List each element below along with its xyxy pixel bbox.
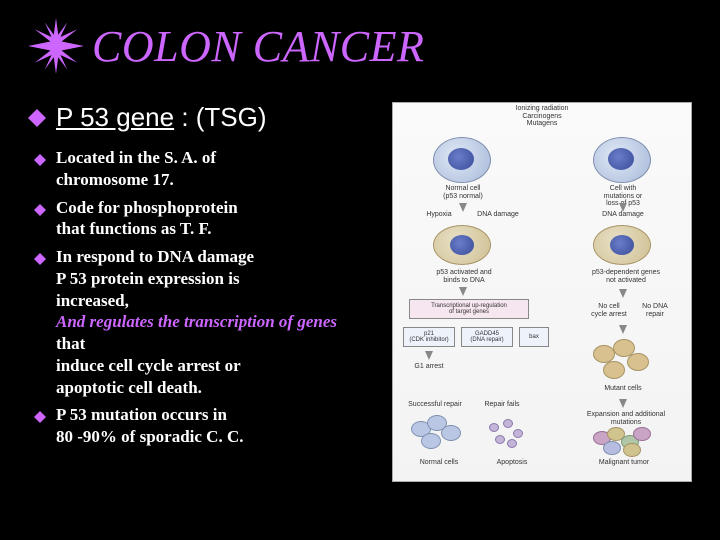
small-diamond-bullet-icon [34,252,46,264]
content-row: P 53 gene : (TSG) Located in the S. A. o… [28,102,692,482]
fig-lbl: Repair fails [475,401,529,409]
figure-top-caption: Ionizing radiationCarcinogensMutagens [393,105,691,128]
arrow-down-icon [425,351,433,360]
fig-box: bax [519,327,549,347]
fig-lbl: No cellcycle arrest [589,303,629,318]
bullet-list: Located in the S. A. ofchromosome 17. Cod… [34,147,374,448]
starburst-icon [28,18,84,74]
fig-lbl: Successful repair [403,401,467,409]
bullet-item: Code for phosphoproteinthat functions as… [34,197,374,241]
fig-lbl: DNA damage [473,211,523,219]
nucleus-icon [448,148,474,170]
subtitle: P 53 gene : (TSG) [56,102,267,133]
diamond-bullet-icon [28,109,46,127]
right-column: Ionizing radiationCarcinogensMutagens No… [392,102,692,482]
nucleus-icon [610,235,634,255]
mutant-cell-icon [593,137,651,183]
mutant-cells-cluster-icon [591,339,655,383]
fig-lbl: G1 arrest [407,363,451,371]
subtitle-row: P 53 gene : (TSG) [28,102,374,133]
fig-lbl: No DNArepair [635,303,675,318]
arrow-down-icon [619,289,627,298]
fig-box: Transcriptional up-regulationof target g… [409,299,529,319]
fig-box: p21(CDK inhibitor) [403,327,455,347]
fig-lbl: Hypoxia [419,211,459,219]
arrow-down-icon [459,203,467,212]
figure-left-cell-label: Normal cell(p53 normal) [423,185,503,200]
subtitle-rest: : (TSG) [174,102,266,132]
title-row: COLON CANCER [28,18,692,74]
fig-lbl: DNA damage [593,211,653,219]
subtitle-underlined: P 53 gene [56,102,174,132]
fig-lbl: p53-dependent genesnot activated [581,269,671,284]
nucleus-icon [450,235,474,255]
mutant-activated-cell-icon [593,225,651,265]
slide-title: COLON CANCER [92,21,424,72]
small-diamond-bullet-icon [34,153,46,165]
nucleus-icon [608,148,634,170]
fig-box: GADD45(DNA repair) [461,327,513,347]
bullet-text: Located in the S. A. ofchromosome 17. [56,147,216,191]
fig-lbl: Expansion and additionalmutations [581,411,671,426]
fig-lbl: p53 activated andbinds to DNA [419,269,509,284]
fig-lbl: Normal cells [409,459,469,467]
small-diamond-bullet-icon [34,410,46,422]
normal-cell-icon [433,137,491,183]
fig-lbl: Mutant cells [593,385,653,393]
arrow-down-icon [459,287,467,296]
bullet-text: In respond to DNA damageP 53 protein exp… [56,246,337,398]
bullet-item: P 53 mutation occurs in80 -90% of sporad… [34,404,374,448]
slide: COLON CANCER P 53 gene : (TSG) Located i… [0,0,720,540]
arrow-down-icon [619,325,627,334]
fig-lbl: Apoptosis [487,459,537,467]
activated-cell-icon [433,225,491,265]
bullet-text: Code for phosphoproteinthat functions as… [56,197,238,241]
small-diamond-bullet-icon [34,203,46,215]
arrow-down-icon [619,203,627,212]
normal-cells-cluster-icon [411,415,469,455]
malignant-tumor-cluster-icon [593,427,653,457]
fig-lbl: Malignant tumor [589,459,659,467]
bullet-item: In respond to DNA damageP 53 protein exp… [34,246,374,398]
bullet-item: Located in the S. A. ofchromosome 17. [34,147,374,191]
p53-pathway-figure: Ionizing radiationCarcinogensMutagens No… [392,102,692,482]
apoptosis-cluster-icon [485,419,535,455]
bullet-text: P 53 mutation occurs in80 -90% of sporad… [56,404,243,448]
arrow-down-icon [619,399,627,408]
left-column: P 53 gene : (TSG) Located in the S. A. o… [28,102,374,482]
